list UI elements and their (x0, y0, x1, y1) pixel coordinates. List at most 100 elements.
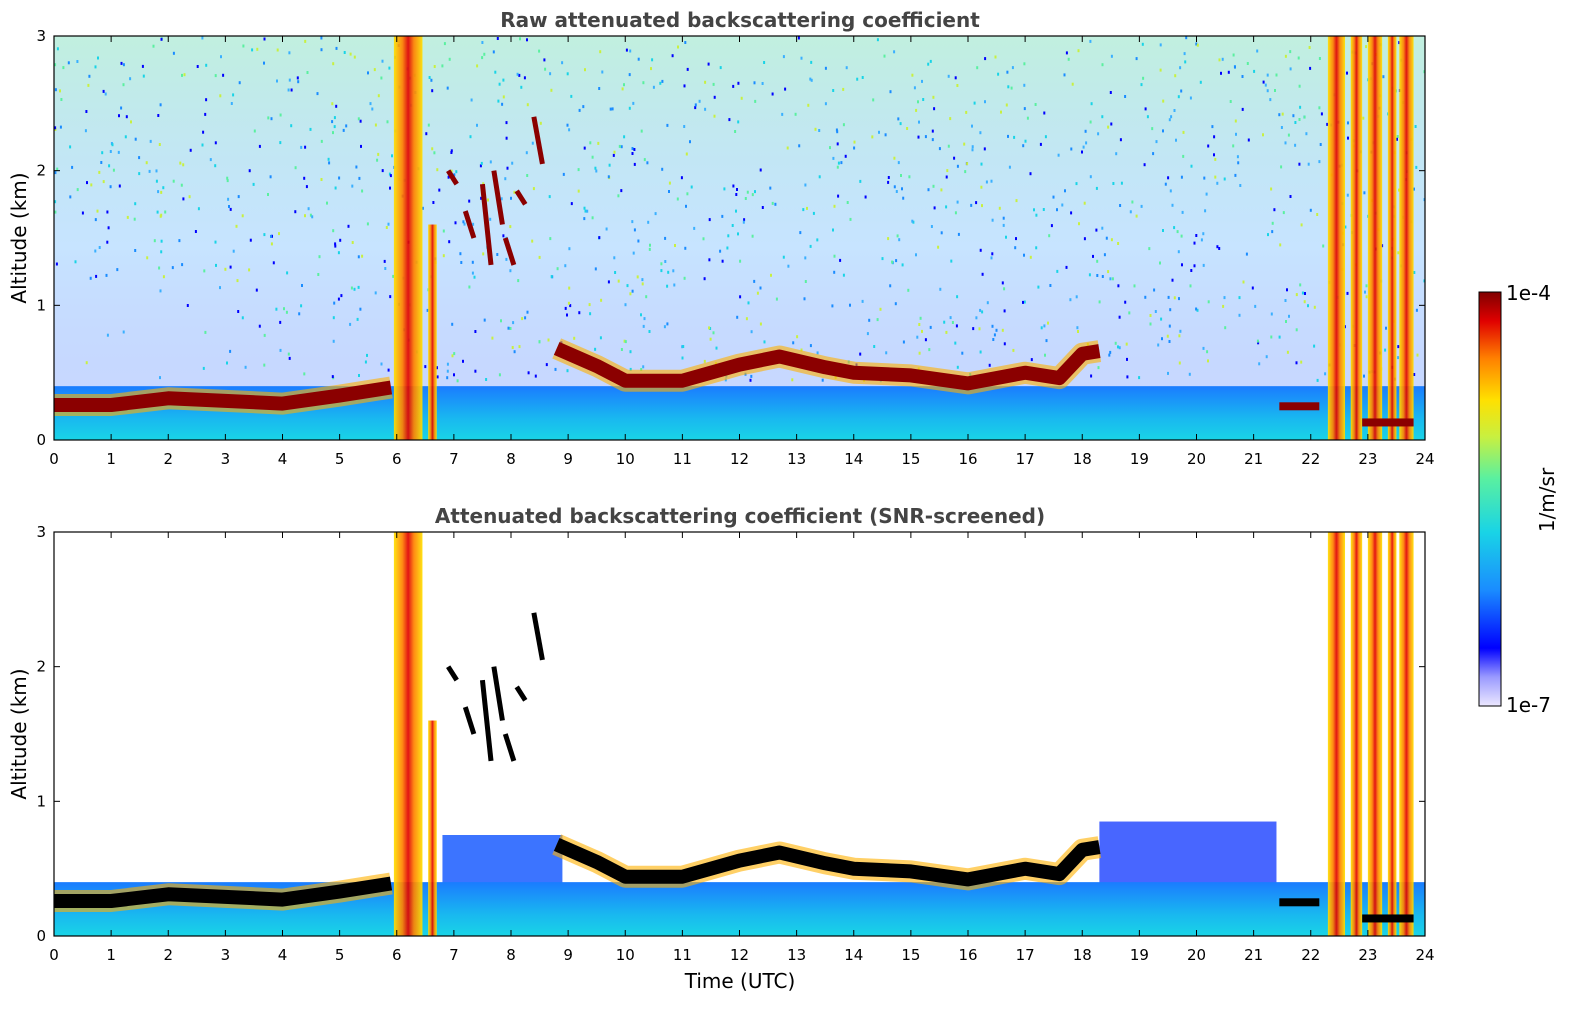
cloud-streak (514, 189, 528, 206)
low-cloud (1279, 898, 1320, 907)
noise-background (54, 36, 1425, 387)
x-tick-label: 9 (563, 450, 573, 468)
x-tick-label: 18 (1073, 946, 1092, 964)
cloud-streak (491, 666, 505, 721)
x-tick-label: 11 (673, 946, 692, 964)
x-tick-label: 6 (392, 450, 402, 468)
precipitation-column (1350, 36, 1363, 440)
precipitation-column (1350, 532, 1363, 936)
low-cloud (1362, 914, 1414, 923)
cloud-layer (553, 341, 1101, 391)
x-tick-label: 21 (1244, 946, 1263, 964)
precipitation-column (1387, 36, 1397, 440)
colorbar-min-label: 1e-7 (1506, 693, 1551, 717)
x-tick-label: 17 (1016, 946, 1035, 964)
cloud-streak (479, 183, 494, 266)
x-tick-label: 18 (1073, 450, 1092, 468)
x-tick-label: 22 (1301, 450, 1320, 468)
axes: 0 1 2 3 4 5 6 7 8 9 10 11 12 13 14 15 16 17 18 19 20 21 22 23 24… (36, 27, 1434, 468)
precipitation-column (1367, 36, 1383, 440)
x-tick-label: 8 (506, 450, 516, 468)
y-tick-label: 1 (36, 792, 46, 810)
precipitation-column (1367, 532, 1383, 936)
panel-2-title: Attenuated backscattering coefficient (S… (435, 504, 1045, 528)
precipitation-column (1399, 36, 1414, 440)
raw-backscatter-panel: 0 1 2 3 4 5 6 7 8 9 10 11 12 13 14 15 16 17 18 19 20 21 22 23 24… (36, 27, 1434, 468)
cloud-streak (446, 169, 459, 186)
x-tick-label: 9 (563, 946, 573, 964)
x-tick-label: 21 (1244, 450, 1263, 468)
x-tick-label: 15 (901, 946, 920, 964)
x-tick-label: 5 (335, 450, 345, 468)
x-tick-label: 12 (730, 946, 749, 964)
screened-backscatter-panel: 0 1 2 3 4 5 6 7 8 9 10 11 12 13 14 15 16 17 18 19 20 21 22 23 24… (36, 523, 1434, 964)
y-tick-label: 1 (36, 296, 46, 314)
x-tick-label: 16 (958, 946, 977, 964)
x-tick-label: 0 (49, 450, 59, 468)
x-tick-label: 22 (1301, 946, 1320, 964)
x-tick-label: 0 (49, 946, 59, 964)
aerosol-patch (442, 835, 563, 889)
cloud-layer (54, 876, 393, 908)
x-tick-label: 10 (616, 946, 635, 964)
colorbar-gradient (1478, 291, 1502, 707)
x-tick-label: 3 (221, 450, 231, 468)
x-tick-label: 13 (787, 946, 806, 964)
x-tick-label: 14 (844, 946, 863, 964)
x-tick-label: 20 (1187, 946, 1206, 964)
x-tick-label: 13 (787, 450, 806, 468)
precipitation-column (393, 36, 423, 440)
cloud-streak (502, 733, 517, 762)
aerosol-patch (1099, 821, 1277, 889)
x-tick-label: 15 (901, 450, 920, 468)
precipitation-column (428, 720, 437, 936)
x-tick-label: 5 (335, 946, 345, 964)
x-tick-label: 4 (278, 946, 288, 964)
cloud-streak (531, 116, 545, 165)
cloud-streak (446, 665, 459, 682)
cloud-streak (462, 706, 477, 735)
y-tick-label: 3 (36, 523, 46, 541)
x-tick-label: 23 (1358, 946, 1377, 964)
y-tick-label: 2 (36, 162, 46, 180)
x-tick-label: 7 (449, 450, 459, 468)
plot-area (54, 532, 1425, 936)
y-tick-label: 2 (36, 658, 46, 676)
colorbar-max-label: 1e-4 (1506, 281, 1551, 305)
plot-area (54, 36, 1425, 440)
x-tick-label: 1 (106, 946, 116, 964)
precipitation-column (393, 532, 423, 936)
x-tick-label: 7 (449, 946, 459, 964)
x-tick-label: 14 (844, 450, 863, 468)
x-tick-label: 20 (1187, 450, 1206, 468)
x-tick-label: 24 (1415, 450, 1434, 468)
x-tick-label: 19 (1130, 450, 1149, 468)
precipitation-column (428, 224, 437, 440)
y-tick-label: 0 (36, 431, 46, 449)
x-tick-label: 11 (673, 450, 692, 468)
x-tick-label: 17 (1016, 450, 1035, 468)
precipitation-column (1399, 532, 1414, 936)
precipitation-column (1327, 36, 1346, 440)
cloud-streak (479, 679, 494, 762)
x-tick-label: 2 (163, 946, 173, 964)
x-tick-label: 16 (958, 450, 977, 468)
cloud-streak (502, 237, 517, 266)
cloud-streak (491, 170, 505, 225)
low-cloud (1362, 418, 1414, 427)
panel-1-title: Raw attenuated backscattering coefficien… (500, 8, 980, 32)
y-tick-label: 0 (36, 927, 46, 945)
x-tick-label: 19 (1130, 946, 1149, 964)
x-tick-label: 10 (616, 450, 635, 468)
precipitation-column (1387, 532, 1397, 936)
precipitation-column (1327, 532, 1346, 936)
x-tick-label: 24 (1415, 946, 1434, 964)
x-tick-label: 3 (221, 946, 231, 964)
low-cloud (1279, 402, 1320, 411)
x-tick-label: 1 (106, 450, 116, 468)
colorbar: 1e-4 1e-7 1/m/sr (1478, 281, 1559, 717)
x-tick-label: 2 (163, 450, 173, 468)
x-axis-label: Time (UTC) (684, 969, 796, 993)
colorbar-unit-label: 1/m/sr (1535, 467, 1559, 532)
